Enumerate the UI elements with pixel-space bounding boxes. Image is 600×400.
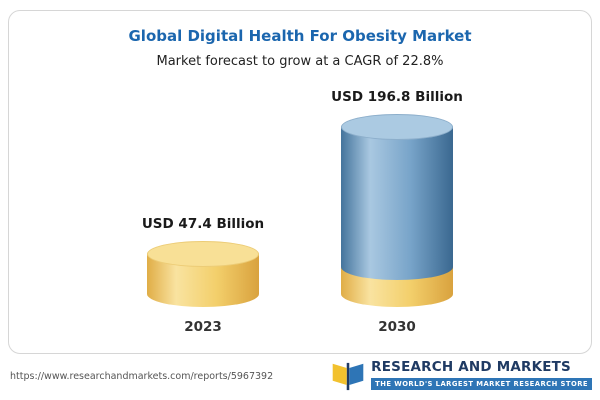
brand-name: RESEARCH AND MARKETS xyxy=(371,359,571,375)
footer: https://www.researchandmarkets.com/repor… xyxy=(8,356,592,396)
brand-tagline: THE WORLD'S LARGEST MARKET RESEARCH STOR… xyxy=(371,377,592,390)
brand-text: RESEARCH AND MARKETS THE WORLD'S LARGEST… xyxy=(371,360,592,390)
source-url: https://www.researchandmarkets.com/repor… xyxy=(10,371,274,382)
chart-card: Global Digital Health For Obesity Market… xyxy=(8,10,592,354)
bar-group-2030: USD 196.8 Billion 2030 xyxy=(322,89,472,335)
value-label-2030: USD 196.8 Billion xyxy=(331,88,463,105)
bar-2030-cylinder xyxy=(341,113,453,307)
category-label-2030: 2030 xyxy=(378,319,416,335)
bar-group-2023: USD 47.4 Billion 2023 xyxy=(128,216,278,335)
bar-2030-top-ellipse xyxy=(341,113,453,140)
category-label-2023: 2023 xyxy=(184,319,222,335)
brand-logo-icon xyxy=(332,362,364,391)
brand-logo: RESEARCH AND MARKETS THE WORLD'S LARGEST… xyxy=(331,360,592,396)
bar-2030-body xyxy=(341,126,453,280)
value-label-2023: USD 47.4 Billion xyxy=(141,215,265,232)
bar-2023-top-ellipse xyxy=(147,240,259,267)
bar-chart: USD 47.4 Billion 2023 USD 196.8 Billion … xyxy=(9,85,591,335)
chart-subtitle: Market forecast to grow at a CAGR of 22.… xyxy=(156,54,444,69)
chart-title: Global Digital Health For Obesity Market xyxy=(128,27,472,45)
bar-2023-cylinder xyxy=(147,240,259,307)
